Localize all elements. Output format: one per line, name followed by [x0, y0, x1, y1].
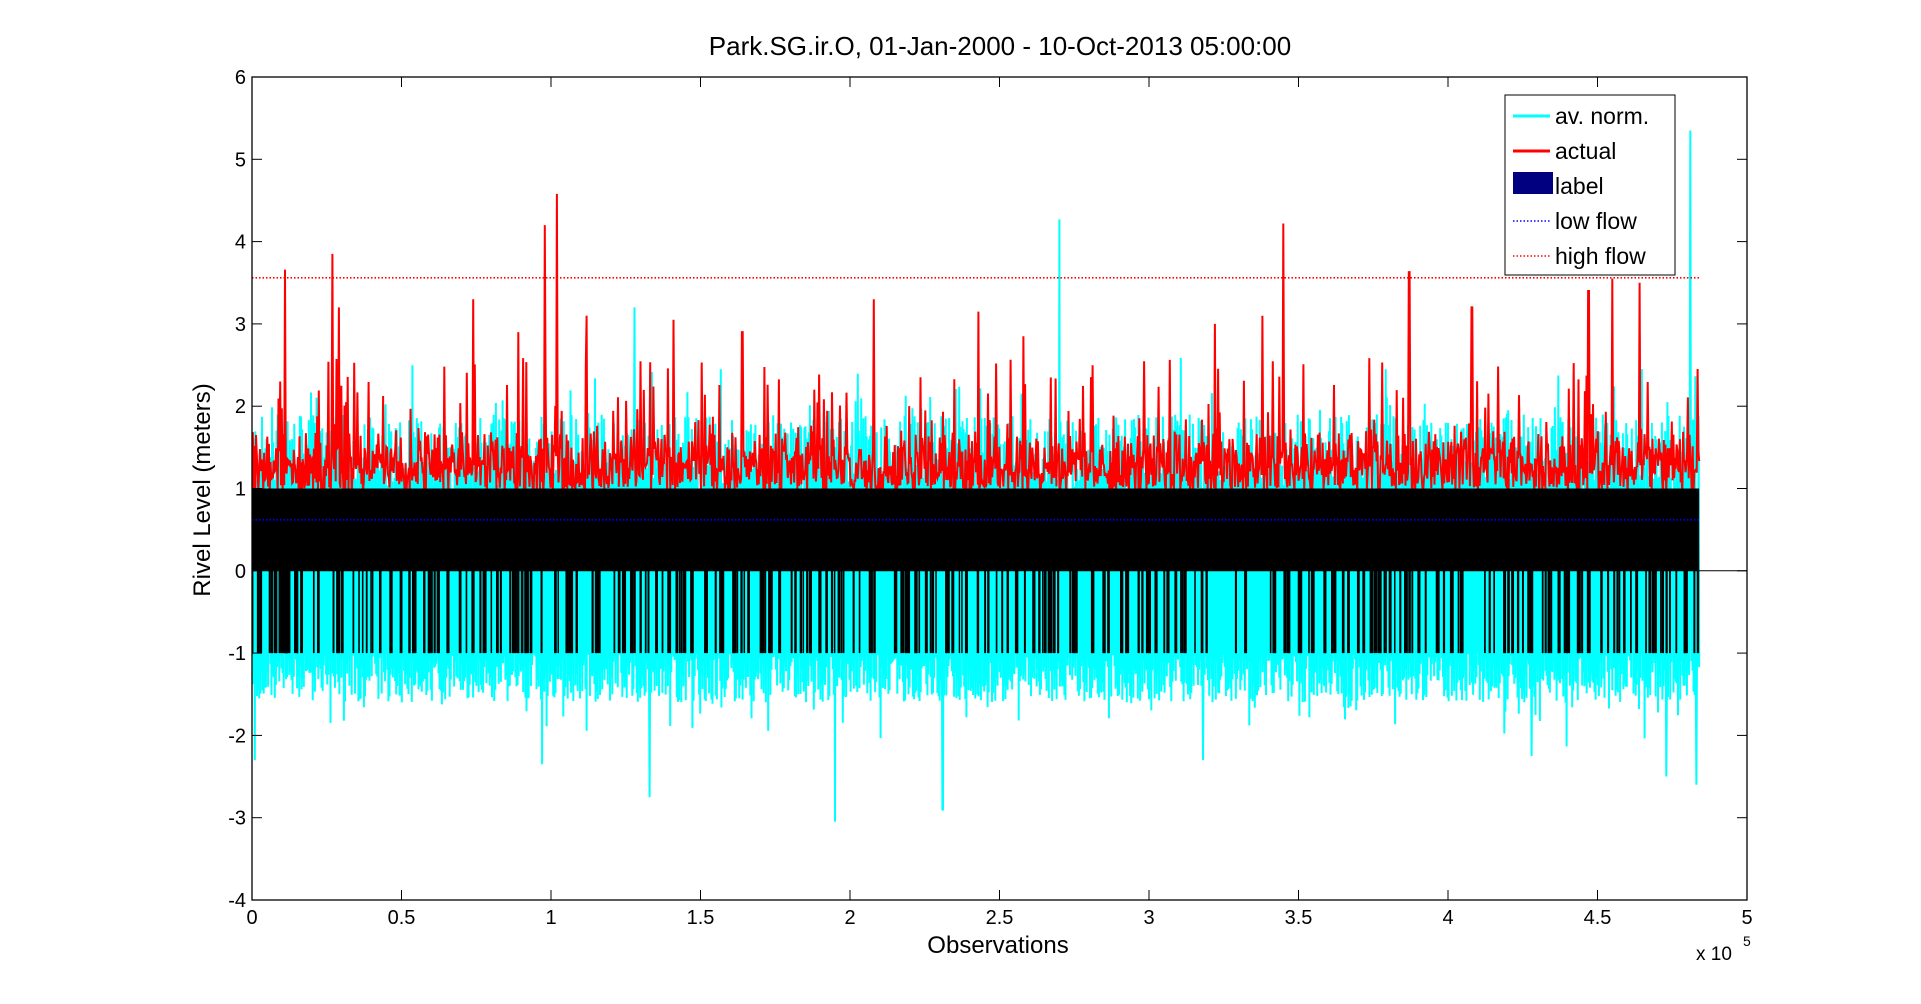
- x-tick-label: 2.5: [986, 907, 1014, 929]
- y-tick-label: 6: [235, 67, 246, 89]
- actual-series: [252, 193, 1701, 497]
- label-band-positive: [252, 488, 1700, 571]
- label-series: [252, 488, 1747, 654]
- y-tick-label: 4: [235, 232, 246, 254]
- x-tick-label: 3: [1143, 907, 1154, 929]
- legend-item-av-norm: av. norm.: [1513, 103, 1649, 129]
- chart-title: Park.SG.ir.O, 01-Jan-2000 - 10-Oct-2013 …: [709, 31, 1291, 61]
- legend-item-label: label: [1513, 172, 1604, 199]
- x-tick-label: 0.5: [388, 907, 416, 929]
- legend-item-high-flow: high flow: [1513, 243, 1646, 269]
- x-exponent-power: 5: [1743, 933, 1751, 949]
- y-tick-label: -4: [228, 890, 246, 912]
- x-tick-label: 3.5: [1285, 907, 1313, 929]
- axis-ticks: [251, 76, 1748, 901]
- legend-label-actual: actual: [1555, 138, 1616, 164]
- y-tick-label: 5: [235, 149, 246, 171]
- y-tick-labels: -4 -3 -2 -1 0 1 2 3 4 5 6: [228, 67, 246, 912]
- y-tick-label: 2: [235, 396, 246, 418]
- y-tick-label: -1: [228, 643, 246, 665]
- y-axis-label: Rivel Level (meters): [189, 383, 216, 596]
- y-tick-label: 3: [235, 314, 246, 336]
- x-tick-label: 4: [1442, 907, 1453, 929]
- x-tick-label: 1.5: [687, 907, 715, 929]
- legend-label-label: label: [1555, 173, 1604, 199]
- x-tick-label: 1: [545, 907, 556, 929]
- legend-item-actual: actual: [1513, 138, 1616, 164]
- actual-line: [252, 193, 1701, 497]
- legend-label-high-flow: high flow: [1555, 243, 1646, 269]
- y-tick-label: -2: [228, 725, 246, 747]
- legend: av. norm. actual label low flow high flo…: [1504, 94, 1676, 276]
- legend-item-low-flow: low flow: [1513, 208, 1637, 234]
- x-axis-label: Observations: [927, 932, 1068, 959]
- y-tick-label: 0: [235, 561, 246, 583]
- x-tick-label: 0: [246, 907, 257, 929]
- legend-label-av-norm: av. norm.: [1555, 103, 1649, 129]
- x-tick-label: 2: [844, 907, 855, 929]
- legend-swatch-label: [1513, 172, 1553, 194]
- x-tick-label: 5: [1741, 907, 1752, 929]
- x-tick-label: 4.5: [1584, 907, 1612, 929]
- x-tick-labels: 0 0.5 1 1.5 2 2.5 3 3.5 4 4.5 5: [246, 907, 1752, 929]
- x-exponent-label: x 10: [1696, 944, 1732, 965]
- y-tick-label: -3: [228, 808, 246, 830]
- legend-label-low-flow: low flow: [1555, 208, 1637, 234]
- plot-layers: [252, 130, 1747, 822]
- y-tick-label: 1: [235, 479, 246, 501]
